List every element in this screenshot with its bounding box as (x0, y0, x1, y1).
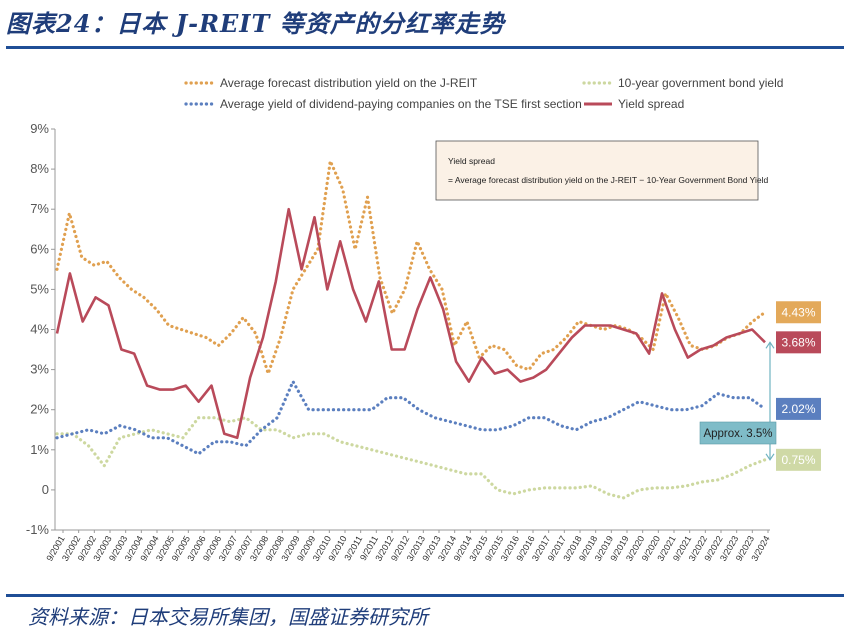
y-tick-label: 4% (30, 322, 49, 337)
end-value-tag (776, 448, 821, 471)
y-tick-label: 2% (30, 402, 49, 417)
y-tick-label: 0 (42, 482, 49, 497)
footer-rule (6, 594, 844, 597)
end-value-tag (776, 301, 821, 324)
end-value-tag (776, 397, 821, 420)
y-tick-label: 7% (30, 201, 49, 216)
approx-label-box (699, 421, 777, 445)
series-line (55, 415, 767, 500)
y-axis: -1% 0 1% 2% 3% 4% 5% 6% 7% 8% 9% (26, 121, 56, 537)
approx-arrow-down (765, 453, 775, 461)
y-tick-label: 5% (30, 281, 49, 296)
series-line (55, 377, 767, 456)
x-axis: 9/20013/20029/20023/20039/20033/20049/20… (44, 529, 772, 563)
end-value-label: 4.43% (781, 305, 815, 319)
page-title: 图表24：日本 J-REIT 等资产的分红率走势 (6, 9, 505, 38)
legend: Average forecast distribution yield on t… (184, 76, 783, 111)
y-tick-label: 8% (30, 161, 49, 176)
end-value-label: 2.02% (781, 402, 815, 416)
y-tick-label: 1% (30, 442, 49, 457)
source-note: 资料来源：日本交易所集团，国盛证券研究所 (28, 605, 428, 629)
approx-label: Approx. 3.5% (703, 428, 772, 440)
series-line (55, 207, 766, 440)
legend-label: Average forecast distribution yield on t… (220, 76, 478, 90)
annotation-title: Yield spread (448, 156, 495, 166)
end-value-label: 3.68% (781, 335, 815, 349)
legend-label: Average yield of dividend-paying compani… (220, 97, 582, 111)
y-tick-label: -1% (26, 522, 50, 537)
annotations: Yield spread = Average forecast distribut… (435, 140, 777, 461)
end-value-label: 0.75% (781, 453, 815, 467)
header-rule (6, 46, 844, 49)
end-labels: 4.43% 0.75% 2.02% 3.68% (776, 301, 821, 471)
annotation-formula: = Average forecast distribution yield on… (448, 175, 768, 185)
y-tick-label: 3% (30, 362, 49, 377)
approx-arrow-up (765, 341, 775, 349)
y-tick-label: 6% (30, 241, 49, 256)
series-layer (55, 155, 767, 500)
y-tick-label: 9% (30, 121, 49, 136)
end-value-tag (776, 331, 821, 354)
legend-label: 10-year government bond yield (618, 76, 783, 90)
annotation-box (435, 140, 759, 201)
legend-label: Yield spread (618, 97, 684, 111)
yield-chart: Average forecast distribution yield on t… (26, 76, 821, 563)
